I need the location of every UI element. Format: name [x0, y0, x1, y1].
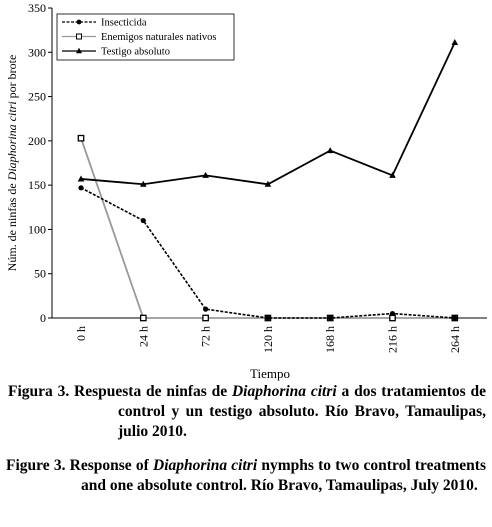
y-axis-label: Núm. de ninfas de Diaphorina citri por b… — [5, 55, 19, 272]
legend-marker — [76, 19, 82, 25]
x-tick-label: 264 h — [448, 326, 462, 353]
marker — [264, 180, 272, 187]
x-tick-label: 72 h — [199, 326, 213, 347]
x-axis-label: Tiempo — [250, 366, 290, 381]
caption-es: Figura 3. Respuesta de ninfas de Diaphor… — [8, 382, 486, 442]
marker — [202, 314, 209, 322]
series-line — [80, 42, 456, 186]
y-tick-label: 0 — [40, 311, 46, 325]
caption-italic: Diaphorina citri — [153, 457, 258, 474]
y-tick-label: 50 — [34, 267, 46, 281]
y-tick-label: 350 — [28, 1, 46, 15]
y-axis-label-part: Núm. de ninfas de — [5, 180, 19, 271]
x-tick-label: 168 h — [323, 326, 337, 353]
legend-symbol — [76, 19, 82, 25]
legend-symbol — [76, 47, 82, 54]
marker — [140, 217, 146, 224]
legend-marker — [76, 47, 82, 54]
marker — [78, 185, 84, 191]
marker — [77, 175, 85, 182]
y-tick-label: 100 — [28, 222, 46, 236]
legend: Insecticida Enemigos naturales nativos Tes… — [56, 13, 235, 61]
caption-text: Figure 3. Response of — [6, 457, 154, 474]
legend-label: Enemigos naturales nativos — [101, 32, 216, 43]
marker — [202, 171, 209, 178]
series-line — [80, 137, 455, 319]
marker — [140, 180, 147, 187]
y-tick-label: 150 — [28, 178, 46, 192]
marker — [139, 314, 147, 322]
legend-marker — [76, 33, 82, 40]
chart: 0 50 100 150 200 250 300 350 0 h 24 h 72 h 120 h 168… — [5, 1, 487, 381]
legend-symbol — [76, 33, 82, 40]
marker — [389, 310, 396, 317]
x-tick-label: 0 h — [74, 326, 88, 341]
marker — [203, 306, 209, 312]
legend-label: Insecticida — [101, 18, 147, 29]
y-axis-label-part: por brote — [5, 55, 19, 102]
legend-label: Testigo absoluto — [101, 47, 170, 58]
marker — [265, 315, 271, 321]
marker — [326, 147, 334, 154]
caption-text: a dos tratamientos de control y un testi… — [118, 383, 486, 440]
x-tick-label: 120 h — [261, 326, 275, 353]
marker — [389, 171, 396, 178]
marker — [327, 315, 333, 321]
y-tick-label: 250 — [28, 90, 46, 104]
x-tick-label: 216 h — [386, 326, 400, 353]
y-tick-label: 300 — [28, 45, 46, 59]
x-tick-label: 24 h — [136, 326, 150, 347]
marker — [77, 134, 85, 142]
caption-text: Figura 3. Respuesta de ninfas de — [8, 383, 232, 400]
caption-en: Figure 3. Response of Diaphorina citri n… — [6, 456, 486, 496]
y-axis-label-part: Diaphorina citri — [5, 101, 19, 181]
caption-italic: Diaphorina citri — [231, 383, 337, 400]
y-tick-label: 200 — [28, 134, 46, 148]
caption-text: nymphs to two control treatments and one… — [81, 457, 486, 494]
marker — [451, 39, 459, 46]
marker — [452, 315, 458, 321]
